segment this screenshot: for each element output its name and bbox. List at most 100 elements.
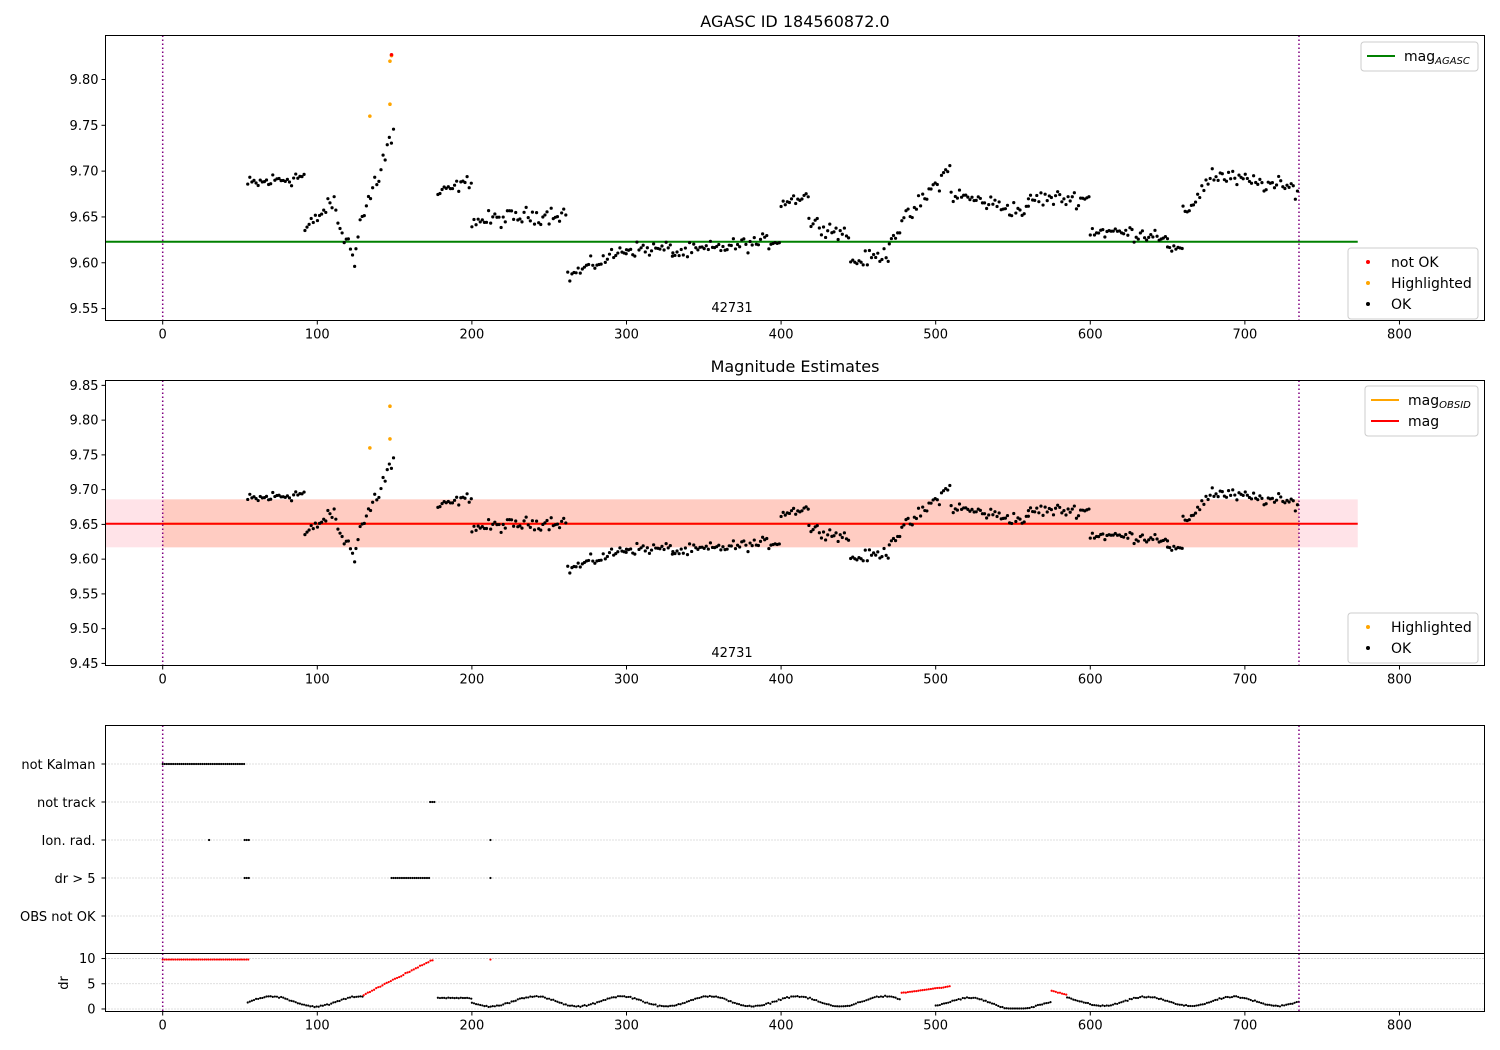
ok-point (1005, 513, 1010, 518)
dr-point (650, 1002, 653, 1006)
ok-point (995, 514, 999, 519)
dr-point (825, 1002, 828, 1006)
dr-point (687, 1000, 691, 1003)
ok-point (660, 544, 664, 549)
ok-point (668, 544, 672, 548)
ok-point (891, 233, 896, 238)
ok-point (861, 559, 865, 563)
dr-point (942, 1002, 946, 1005)
dr-point (537, 995, 540, 998)
ok-point (647, 253, 652, 257)
ok-point (758, 539, 763, 543)
dr-point (756, 1004, 759, 1007)
ok-point (1187, 209, 1191, 213)
ok-point (264, 178, 269, 182)
x-tick-label: 300 (614, 328, 639, 343)
obsid-label: 42731 (711, 646, 752, 661)
flag-point (417, 876, 420, 880)
ok-point (708, 239, 713, 243)
dr-point-high (946, 985, 949, 988)
ok-point (560, 519, 564, 523)
ok-point (1149, 232, 1153, 237)
dr-point (802, 995, 805, 998)
ok-point (1056, 503, 1060, 507)
ok-point (1214, 492, 1218, 496)
ok-point (1231, 169, 1235, 173)
ok-point (891, 536, 896, 541)
dr-point (323, 1003, 327, 1007)
ok-point (1126, 536, 1130, 540)
dr-point (723, 997, 726, 1000)
legend-label: Highlighted (1391, 620, 1472, 636)
x-tick-label: 200 (459, 673, 484, 688)
ok-point (719, 548, 723, 552)
ok-point (935, 182, 939, 187)
ok-point (639, 246, 643, 250)
ok-point (633, 552, 637, 556)
ok-point (1134, 235, 1138, 239)
ok-point (342, 241, 346, 245)
y-tick-label: 5 (87, 977, 95, 992)
ok-point (687, 542, 692, 546)
ok-point (614, 253, 618, 258)
dr-point-high (423, 963, 426, 966)
dr-point-high (1063, 992, 1066, 996)
flag-point (190, 762, 194, 766)
dr-point (997, 1004, 1000, 1008)
dr-point (1216, 998, 1219, 1001)
ok-point (1210, 486, 1214, 490)
ok-point (1196, 192, 1200, 196)
dr-point-high (927, 988, 930, 991)
ok-point (951, 199, 955, 204)
ok-point (987, 202, 991, 207)
dr-point-high (234, 958, 237, 961)
flag-point (163, 762, 166, 766)
dr-point-high (232, 958, 235, 961)
x-tick-label: 200 (459, 328, 484, 343)
flag-point (411, 876, 414, 880)
ok-point (1151, 235, 1155, 239)
ok-point (1045, 510, 1049, 514)
ok-point (1191, 203, 1196, 207)
flag-point (226, 762, 229, 766)
dr-point (1078, 1000, 1081, 1003)
dr-point (1168, 1000, 1171, 1003)
ok-point (869, 553, 874, 557)
ok-point (1117, 229, 1122, 233)
ok-point (557, 526, 562, 530)
ok-point (1226, 170, 1231, 174)
dr-point-high (944, 985, 947, 989)
ok-point (836, 539, 840, 544)
dr-point (679, 1003, 682, 1006)
dr-point (457, 997, 460, 1000)
ok-point (564, 213, 568, 217)
dr-point (514, 999, 517, 1002)
ok-point (1200, 184, 1204, 188)
dr-point (779, 998, 782, 1002)
dr-point (334, 1001, 337, 1004)
legend-label: mag (1408, 414, 1439, 430)
ok-point (578, 271, 582, 275)
dr-point (610, 996, 613, 999)
dr-point (995, 1003, 998, 1007)
ok-point (493, 212, 497, 216)
ok-point (687, 241, 692, 245)
ok-point (1200, 499, 1204, 503)
dr-point (265, 995, 268, 998)
ok-point (530, 210, 535, 214)
ok-point (836, 237, 840, 242)
dr-point (729, 999, 732, 1003)
flag-point (174, 762, 177, 766)
ok-point (469, 497, 473, 501)
dr-point (459, 996, 462, 999)
dr-point (1195, 1004, 1198, 1007)
ok-point (733, 547, 738, 551)
dr-point (1080, 1000, 1083, 1003)
dr-point-high (429, 959, 432, 962)
ok-point (350, 253, 355, 257)
ok-point (729, 243, 733, 248)
x-tick-label: 400 (769, 673, 794, 688)
dr-point (821, 1001, 824, 1005)
flag-point (390, 876, 393, 880)
dr-point (717, 996, 720, 999)
